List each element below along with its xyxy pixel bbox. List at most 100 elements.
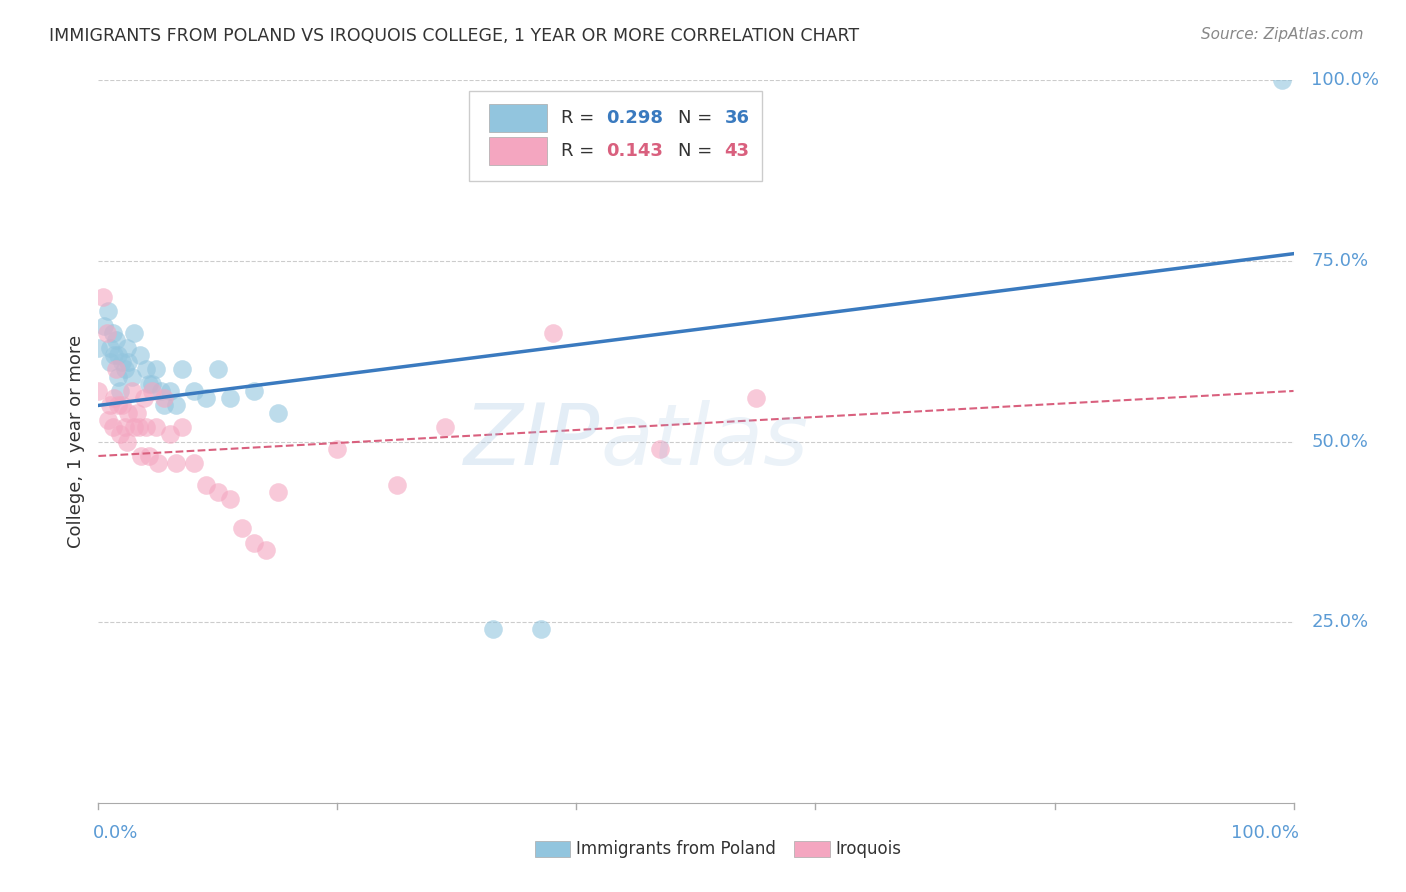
Point	[125, 406, 148, 420]
Point	[97, 413, 120, 427]
FancyBboxPatch shape	[489, 104, 547, 132]
Point	[159, 384, 181, 398]
Point	[93, 318, 115, 333]
Point	[172, 362, 194, 376]
Point	[117, 406, 139, 420]
Text: R =: R =	[561, 142, 600, 160]
Point	[267, 485, 290, 500]
Point	[648, 442, 672, 456]
Point	[145, 362, 167, 376]
Text: 75.0%: 75.0%	[1312, 252, 1368, 270]
Point	[195, 391, 218, 405]
Text: 0.143: 0.143	[606, 142, 664, 160]
Y-axis label: College, 1 year or more: College, 1 year or more	[66, 335, 84, 548]
Point	[105, 334, 128, 348]
Point	[108, 427, 131, 442]
Point	[219, 492, 242, 507]
Text: 100.0%: 100.0%	[1232, 824, 1299, 842]
Point	[98, 341, 122, 355]
Point	[207, 485, 229, 500]
Point	[131, 449, 153, 463]
Point	[128, 420, 150, 434]
Point	[183, 384, 205, 398]
Point	[165, 398, 187, 412]
Point	[105, 362, 128, 376]
Point	[172, 420, 194, 434]
Point	[1271, 73, 1294, 87]
Point	[124, 420, 146, 434]
Point	[111, 355, 134, 369]
FancyBboxPatch shape	[489, 137, 547, 165]
Point	[103, 348, 125, 362]
Text: 0.0%: 0.0%	[93, 824, 138, 842]
Text: atlas: atlas	[600, 400, 808, 483]
Point	[243, 384, 266, 398]
Point	[98, 398, 122, 412]
Point	[434, 420, 457, 434]
Text: 100.0%: 100.0%	[1312, 71, 1379, 89]
Point	[121, 369, 143, 384]
Point	[101, 420, 124, 434]
Point	[165, 456, 187, 470]
Point	[159, 427, 181, 442]
Point	[107, 348, 129, 362]
Point	[111, 398, 134, 412]
FancyBboxPatch shape	[794, 841, 830, 857]
Point	[107, 398, 129, 412]
Point	[103, 391, 125, 405]
Point	[121, 384, 143, 398]
Point	[385, 478, 409, 492]
Point	[132, 391, 155, 405]
Point	[145, 420, 167, 434]
Point	[326, 442, 349, 456]
Point	[148, 456, 170, 470]
Text: 36: 36	[724, 109, 749, 127]
Point	[135, 420, 157, 434]
Point	[107, 369, 129, 384]
Point	[530, 623, 553, 637]
Point	[97, 304, 120, 318]
Text: 25.0%: 25.0%	[1312, 613, 1368, 632]
Point	[114, 362, 136, 376]
Point	[115, 341, 138, 355]
Point	[129, 348, 152, 362]
Point	[87, 384, 110, 398]
Point	[745, 391, 768, 405]
Point	[138, 376, 160, 391]
Point	[87, 341, 110, 355]
Point	[138, 449, 160, 463]
Point	[114, 420, 136, 434]
Point	[135, 362, 157, 376]
Text: 50.0%: 50.0%	[1312, 433, 1368, 450]
Text: N =: N =	[678, 142, 718, 160]
Point	[254, 542, 277, 557]
Text: R =: R =	[561, 109, 600, 127]
Text: N =: N =	[678, 109, 718, 127]
Text: 0.298: 0.298	[606, 109, 664, 127]
Point	[231, 521, 253, 535]
Text: IMMIGRANTS FROM POLAND VS IROQUOIS COLLEGE, 1 YEAR OR MORE CORRELATION CHART: IMMIGRANTS FROM POLAND VS IROQUOIS COLLE…	[49, 27, 859, 45]
Point	[91, 290, 114, 304]
Point	[195, 478, 218, 492]
Point	[153, 391, 176, 405]
Point	[183, 456, 205, 470]
Point	[481, 623, 505, 637]
Point	[124, 326, 146, 340]
FancyBboxPatch shape	[534, 841, 571, 857]
Point	[101, 326, 124, 340]
Point	[243, 535, 266, 549]
Text: Source: ZipAtlas.com: Source: ZipAtlas.com	[1201, 27, 1364, 42]
FancyBboxPatch shape	[470, 91, 762, 181]
Point	[267, 406, 290, 420]
Point	[141, 376, 163, 391]
Text: ZIP: ZIP	[464, 400, 600, 483]
Point	[153, 398, 176, 412]
Text: Immigrants from Poland: Immigrants from Poland	[576, 840, 776, 858]
Point	[141, 384, 163, 398]
Point	[96, 326, 118, 340]
Text: 43: 43	[724, 142, 749, 160]
Text: Iroquois: Iroquois	[835, 840, 901, 858]
Point	[207, 362, 229, 376]
Point	[117, 355, 139, 369]
Point	[149, 384, 172, 398]
